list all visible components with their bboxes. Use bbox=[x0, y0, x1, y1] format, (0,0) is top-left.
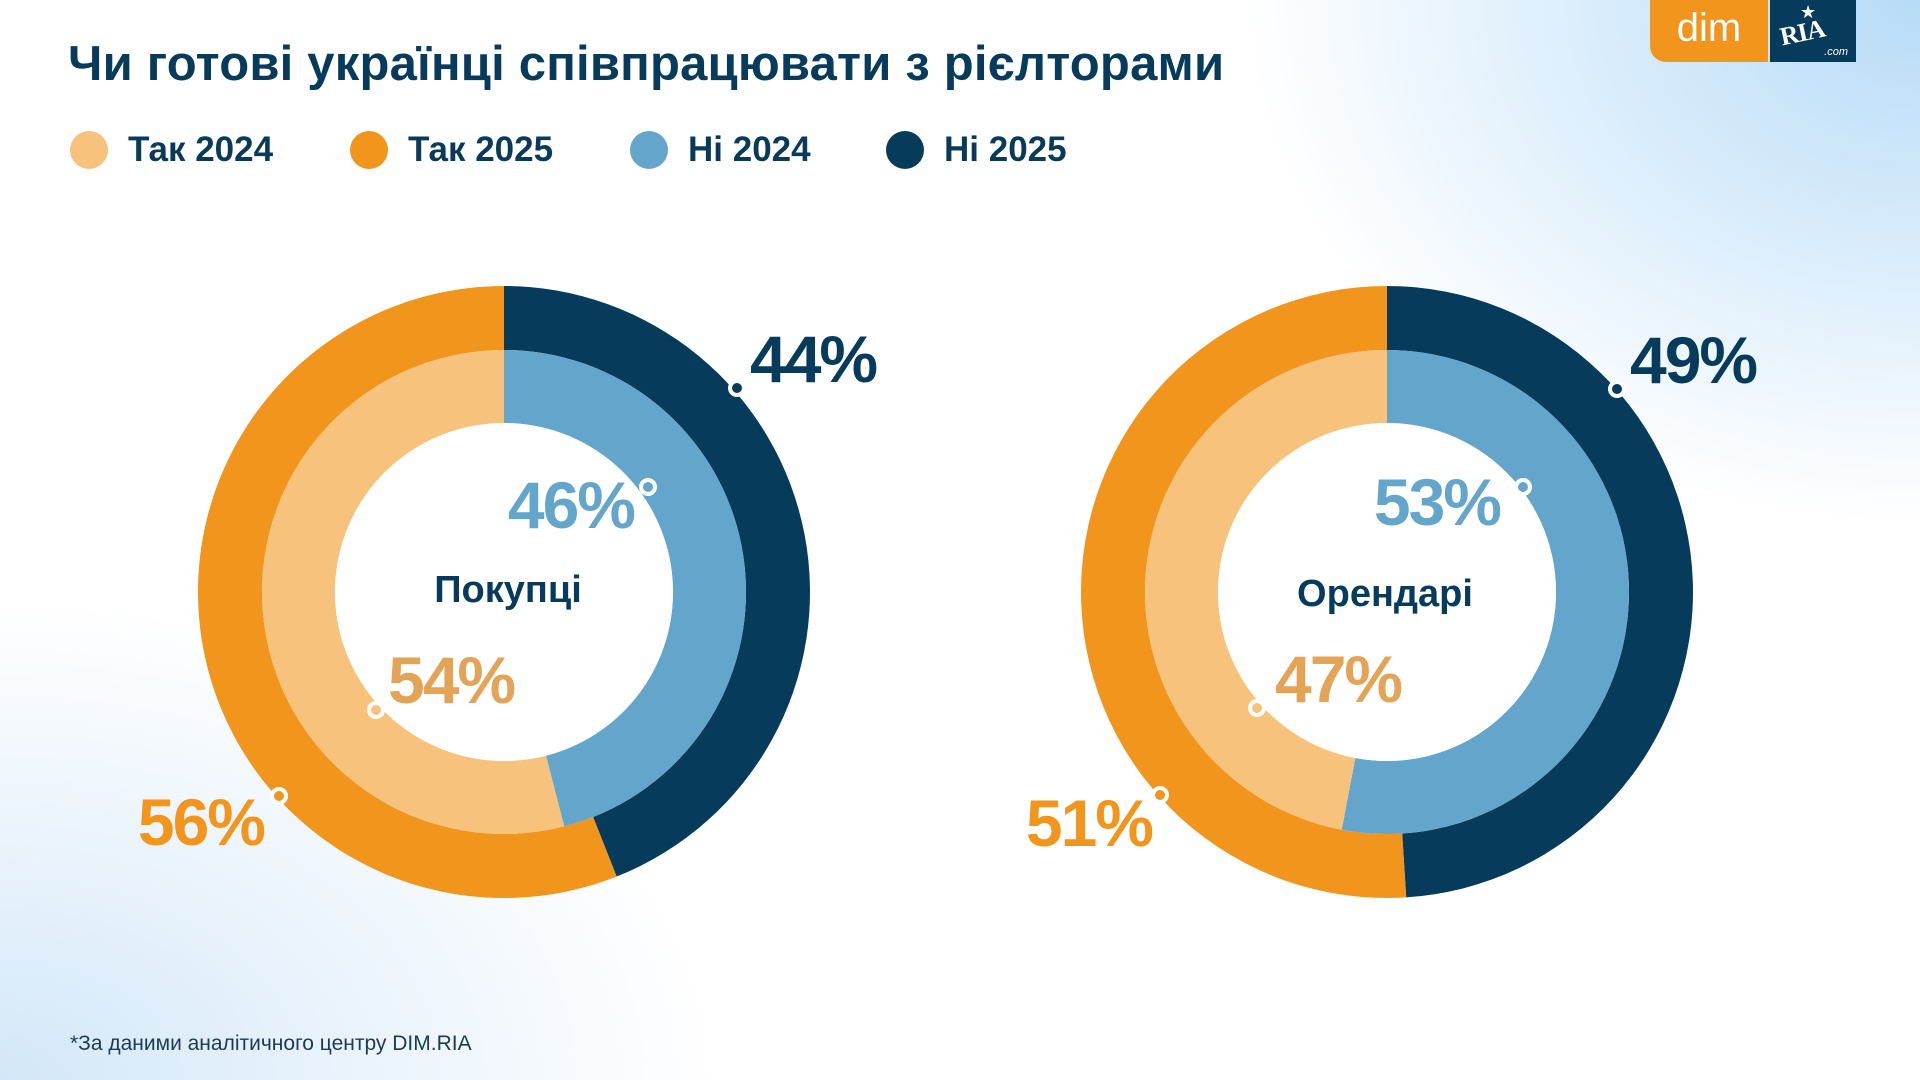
value-label-yes-2024: 47% bbox=[1275, 642, 1401, 716]
callout-dot bbox=[1248, 699, 1266, 717]
logo-ria-block: ★ RIA .com bbox=[1770, 0, 1856, 62]
callout-dot bbox=[1151, 786, 1169, 804]
donut-segment-yes-2024 bbox=[261, 350, 565, 835]
logo-ria-domain: .com bbox=[1824, 46, 1848, 58]
donut-center-label: Орендарі bbox=[1297, 573, 1473, 615]
donut-segment-no-2025 bbox=[504, 286, 811, 877]
donut-segment-no-2025 bbox=[1387, 286, 1693, 898]
value-label-no-2024: 53% bbox=[1374, 465, 1500, 539]
legend-swatch bbox=[350, 131, 388, 169]
dim-ria-logo[interactable]: dim ★ RIA .com bbox=[1650, 0, 1856, 62]
value-label-no-2025: 49% bbox=[1630, 323, 1756, 397]
legend-label: Ні 2025 bbox=[944, 130, 1067, 169]
value-label-no-2025: 44% bbox=[750, 322, 876, 396]
callout-dot bbox=[1608, 380, 1626, 398]
chart-title: Чи готові українці співпрацювати з рієлт… bbox=[68, 37, 1225, 91]
callout-dot bbox=[270, 787, 288, 805]
legend-item-no-2024: Ні 2024 bbox=[630, 130, 811, 170]
callout-dot bbox=[1514, 478, 1532, 496]
donut-hole bbox=[335, 423, 673, 761]
value-label-yes-2024: 54% bbox=[388, 643, 514, 717]
logo-dim-block: dim bbox=[1650, 0, 1768, 62]
donut-center-label: Покупці bbox=[434, 569, 582, 611]
legend-label: Так 2024 bbox=[128, 130, 274, 169]
donut-segment-yes-2025 bbox=[1081, 286, 1407, 898]
star-icon: ★ bbox=[1800, 2, 1817, 22]
callout-dot bbox=[639, 478, 657, 496]
legend-swatch bbox=[70, 131, 108, 169]
legend-label: Ні 2024 bbox=[688, 130, 811, 169]
value-label-yes-2025: 51% bbox=[1026, 786, 1152, 860]
callout-dot bbox=[367, 701, 385, 719]
value-label-yes-2025: 56% bbox=[138, 785, 264, 859]
legend-item-no-2025: Ні 2025 bbox=[886, 130, 1067, 170]
value-label-no-2024: 46% bbox=[508, 468, 634, 542]
donut-segment-yes-2025 bbox=[198, 286, 617, 898]
donut-segment-yes-2024 bbox=[1145, 350, 1387, 830]
legend-swatch bbox=[886, 131, 924, 169]
legend-item-yes-2025: Так 2025 bbox=[350, 130, 553, 170]
callout-dot bbox=[728, 379, 746, 397]
legend-label: Так 2025 bbox=[408, 130, 554, 169]
donut-segment-no-2024 bbox=[1341, 350, 1629, 834]
legend-item-yes-2024: Так 2024 bbox=[70, 130, 273, 170]
source-footnote: *За даними аналітичного центру DIM.RIA bbox=[70, 1032, 472, 1055]
legend-swatch bbox=[630, 131, 668, 169]
donut-segment-no-2024 bbox=[504, 350, 746, 827]
donut-hole bbox=[1218, 423, 1556, 761]
